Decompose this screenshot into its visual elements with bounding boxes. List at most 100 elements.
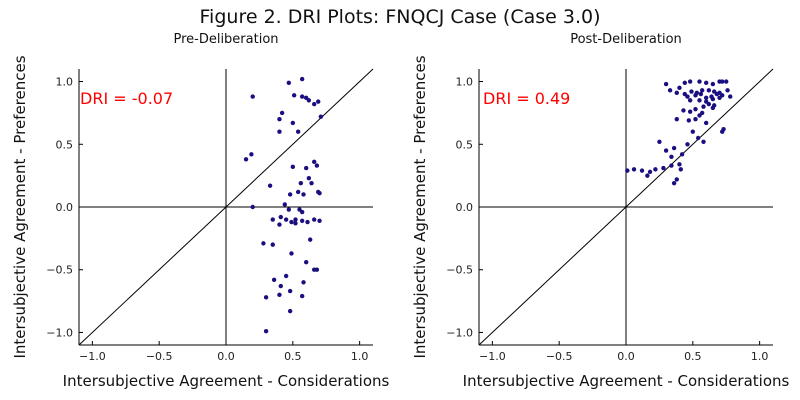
y-tick-label: 0.0 [456,201,474,214]
data-point [697,98,702,103]
x-tick-label: −0.5 [546,350,573,363]
data-point [279,110,285,116]
data-point [277,222,282,227]
data-point [625,168,630,173]
data-point [303,260,309,265]
data-point [283,273,289,279]
data-point [295,129,301,134]
y-tick-label: −0.5 [46,264,73,277]
y-tick-label: 1.0 [456,76,474,89]
data-point [720,129,725,134]
data-point [312,159,317,165]
data-point [693,106,698,112]
data-point [645,173,650,178]
data-point [631,167,637,172]
data-point [278,214,283,220]
data-point [286,207,292,212]
data-point [290,120,296,126]
data-point [250,94,255,99]
data-point [250,204,255,210]
reference-line-diagonal [478,68,774,346]
data-point [314,267,320,272]
data-point [695,135,701,141]
data-point [263,329,269,334]
x-tick-label: 1.0 [351,350,369,363]
data-point [724,79,729,84]
data-point [697,79,702,84]
data-point [299,94,305,99]
data-point [312,101,317,107]
panel-title: Post-Deliberation [570,32,682,47]
data-point [291,93,297,98]
data-point [306,98,312,103]
data-point [278,283,283,289]
data-point [286,80,292,86]
data-point [639,168,645,173]
data-point [267,183,273,188]
data-point [703,80,709,86]
data-point [301,192,306,197]
y-tick-label: 0.5 [56,138,74,151]
x-tick-label: 1.0 [751,350,769,363]
data-point [701,139,706,144]
data-point [703,120,709,126]
data-point [685,142,690,147]
x-tick-label: −0.5 [146,350,173,363]
data-point [299,293,305,299]
data-point [687,109,693,114]
data-point [270,217,275,222]
data-point [283,217,289,222]
chart-panel-pre-deliberation: Pre-Deliberation −1.0 −0.5 0.0 0.5 1.0 −1.0 −0… [11,32,390,390]
data-point [677,162,682,167]
data-point [305,219,310,225]
data-point [301,280,306,285]
x-tick-label: 0.5 [284,350,302,363]
data-point [661,165,666,171]
data-point [663,81,669,87]
data-point [728,94,733,99]
panel-title: Pre-Deliberation [173,32,278,47]
data-point [663,148,669,153]
data-point [314,163,320,168]
dri-annotation: DRI = -0.07 [80,89,173,108]
x-axis-label: Intersubjective Agreement - Consideratio… [63,372,390,390]
data-point [307,237,313,242]
data-point [282,202,287,207]
data-point [312,217,317,222]
data-point [714,91,720,97]
data-point [693,93,698,98]
data-point [298,180,304,186]
data-point [681,108,686,113]
data-point [277,129,282,134]
data-point [316,99,321,104]
data-point [277,116,282,122]
x-tick-label: 0.0 [617,350,635,363]
panel-marks: −1.0 −0.5 0.0 0.5 1.0 −1.0 −0.5 0.0 0.5 1.0 [446,68,774,363]
data-point [699,88,705,93]
data-point [243,157,249,162]
data-point [698,91,704,97]
y-tick-label: 0.0 [56,201,74,214]
data-point [689,89,694,94]
data-point [710,81,716,87]
data-point [309,180,314,186]
data-point [653,167,658,172]
data-point [263,295,269,300]
data-point [674,177,679,182]
data-point [677,85,682,91]
chart-panel-post-deliberation: Post-Deliberation −1.0 −0.5 0.0 0.5 1.0−1.0−… [411,32,790,390]
data-point [720,79,725,84]
data-point [674,90,679,96]
data-point [287,288,293,294]
data-point [249,152,254,157]
data-point [647,169,653,175]
data-point [710,96,716,102]
data-point [682,80,687,86]
panel-marks: −1.0 −0.5 0.0 0.5 1.0 −1.0 −0.5 0.0 0.5 1.0 [46,68,374,363]
data-point [299,218,305,223]
data-point [270,242,275,247]
data-point [317,218,322,223]
data-point [306,175,312,181]
y-tick-label: −0.5 [446,264,473,277]
data-point [710,105,716,111]
